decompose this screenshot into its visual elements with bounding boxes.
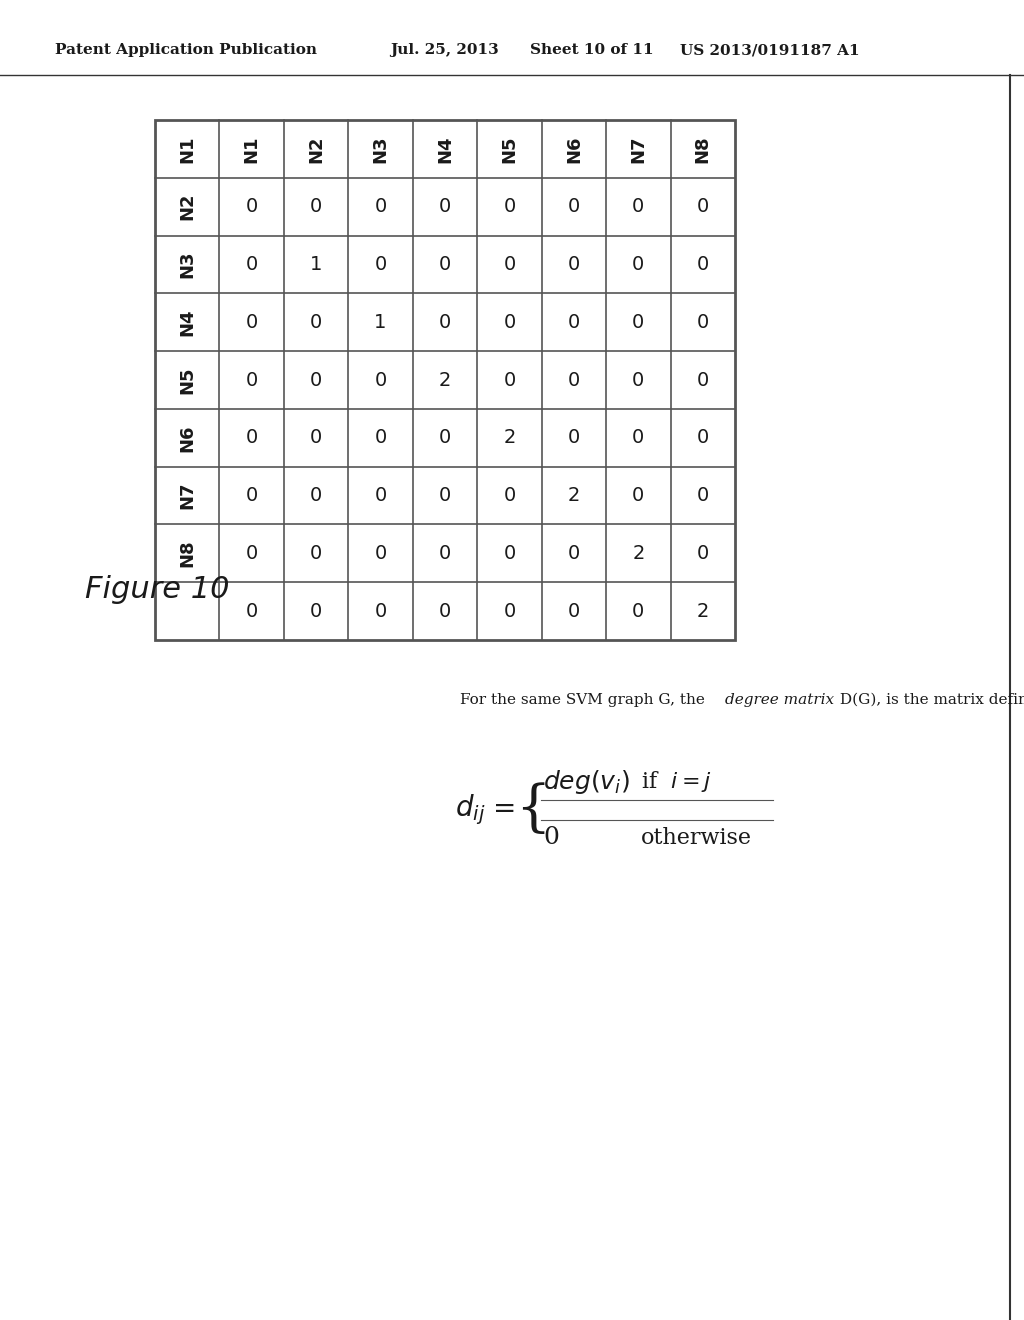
Text: 0: 0: [632, 197, 644, 216]
Text: 0: 0: [567, 602, 580, 620]
Text: 0: 0: [567, 371, 580, 389]
Text: N3: N3: [372, 135, 389, 162]
Text: 0: 0: [504, 602, 515, 620]
Text: degree matrix: degree matrix: [725, 693, 835, 708]
Text: 0: 0: [632, 486, 644, 506]
Text: 0: 0: [246, 544, 258, 562]
Text: 0: 0: [310, 428, 323, 447]
Text: D(G), is the matrix defined by: D(G), is the matrix defined by: [835, 693, 1024, 708]
Text: Figure 10: Figure 10: [85, 576, 229, 605]
Text: 0: 0: [632, 428, 644, 447]
Text: 0: 0: [504, 313, 515, 331]
Text: 0: 0: [567, 255, 580, 275]
Text: 2: 2: [632, 544, 644, 562]
Text: N8: N8: [178, 540, 197, 568]
Text: 0: 0: [696, 544, 709, 562]
Text: 0: 0: [504, 255, 515, 275]
Text: N2: N2: [307, 135, 325, 162]
Text: 0: 0: [246, 197, 258, 216]
Text: {: {: [515, 783, 550, 837]
Text: 0: 0: [632, 255, 644, 275]
Text: 0: 0: [696, 255, 709, 275]
Text: 0: 0: [246, 313, 258, 331]
Text: Jul. 25, 2013: Jul. 25, 2013: [390, 44, 499, 57]
Text: N6: N6: [178, 424, 197, 451]
Text: if  $i = j$: if $i = j$: [641, 770, 712, 795]
Text: 0: 0: [504, 544, 515, 562]
Text: 0: 0: [310, 313, 323, 331]
Text: N7: N7: [178, 482, 197, 510]
Text: 0: 0: [246, 486, 258, 506]
Text: N6: N6: [565, 135, 583, 162]
Text: 2: 2: [696, 602, 709, 620]
Text: Sheet 10 of 11: Sheet 10 of 11: [530, 44, 653, 57]
Text: 1: 1: [375, 313, 387, 331]
Text: 0: 0: [632, 371, 644, 389]
Text: N3: N3: [178, 251, 197, 279]
Text: N4: N4: [178, 309, 197, 337]
Text: $deg(v_i)$: $deg(v_i)$: [543, 768, 630, 796]
Text: 0: 0: [246, 602, 258, 620]
Text: 0: 0: [439, 602, 452, 620]
Text: 0: 0: [310, 486, 323, 506]
Text: 0: 0: [310, 197, 323, 216]
Text: =: =: [493, 796, 516, 824]
Text: 0: 0: [567, 313, 580, 331]
Text: 0: 0: [375, 428, 387, 447]
Text: 0: 0: [696, 428, 709, 447]
Text: 0: 0: [439, 197, 452, 216]
Text: N5: N5: [178, 366, 197, 393]
Text: 0: 0: [246, 428, 258, 447]
Bar: [155, 120, 735, 640]
Text: N5: N5: [501, 135, 518, 162]
Text: 0: 0: [439, 486, 452, 506]
Text: 0: 0: [310, 602, 323, 620]
Text: N1: N1: [243, 135, 261, 162]
Text: 0: 0: [375, 255, 387, 275]
Text: 0: 0: [632, 602, 644, 620]
Text: 0: 0: [375, 544, 387, 562]
Text: 0: 0: [375, 371, 387, 389]
Text: 0: 0: [567, 428, 580, 447]
Text: 0: 0: [310, 544, 323, 562]
Text: 0: 0: [439, 255, 452, 275]
Text: otherwise: otherwise: [641, 828, 752, 849]
Text: $d_{ij}$: $d_{ij}$: [455, 793, 485, 828]
Text: 0: 0: [246, 255, 258, 275]
Text: N8: N8: [694, 135, 712, 162]
Text: 0: 0: [567, 197, 580, 216]
Text: 2: 2: [503, 428, 516, 447]
Text: US 2013/0191187 A1: US 2013/0191187 A1: [680, 44, 859, 57]
Text: 0: 0: [504, 371, 515, 389]
Text: 0: 0: [696, 486, 709, 506]
Text: 0: 0: [439, 428, 452, 447]
Text: 0: 0: [439, 313, 452, 331]
Text: 0: 0: [696, 371, 709, 389]
Text: 0: 0: [310, 371, 323, 389]
Text: N4: N4: [436, 135, 454, 162]
Text: 0: 0: [696, 197, 709, 216]
Text: 0: 0: [696, 313, 709, 331]
Text: 2: 2: [439, 371, 452, 389]
Text: 1: 1: [310, 255, 323, 275]
Text: For the same SVM graph G, the: For the same SVM graph G, the: [460, 693, 710, 708]
Text: N2: N2: [178, 193, 197, 220]
Text: Patent Application Publication: Patent Application Publication: [55, 44, 317, 57]
Text: 0: 0: [543, 826, 559, 850]
Text: 2: 2: [567, 486, 580, 506]
Text: 0: 0: [504, 197, 515, 216]
Text: N1: N1: [178, 135, 197, 162]
Text: N7: N7: [630, 135, 647, 162]
Text: 0: 0: [375, 486, 387, 506]
Text: 0: 0: [439, 544, 452, 562]
Text: 0: 0: [632, 313, 644, 331]
Text: 0: 0: [567, 544, 580, 562]
Text: 0: 0: [246, 371, 258, 389]
Text: 0: 0: [375, 197, 387, 216]
Text: 0: 0: [375, 602, 387, 620]
Text: 0: 0: [504, 486, 515, 506]
